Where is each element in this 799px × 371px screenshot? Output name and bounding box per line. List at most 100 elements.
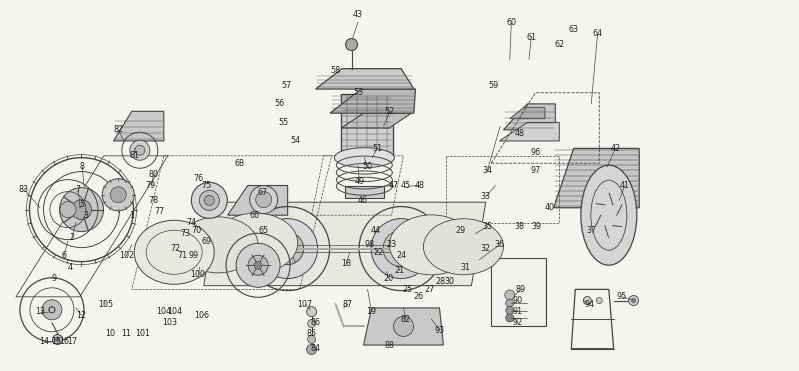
Text: 83: 83 [19, 185, 29, 194]
Text: 74: 74 [187, 218, 197, 227]
Text: 43: 43 [353, 10, 363, 19]
Circle shape [371, 219, 431, 279]
Text: 88: 88 [385, 341, 395, 349]
Text: 10: 10 [105, 329, 115, 338]
Text: 37: 37 [586, 226, 596, 234]
Text: 73: 73 [181, 229, 190, 238]
Circle shape [280, 242, 295, 256]
Text: 5: 5 [80, 200, 85, 209]
Text: 16: 16 [59, 337, 69, 346]
Text: 93: 93 [435, 326, 444, 335]
Text: 104: 104 [167, 307, 181, 316]
Circle shape [631, 299, 636, 302]
Circle shape [308, 319, 316, 328]
Text: 97: 97 [531, 166, 540, 175]
Circle shape [256, 191, 272, 208]
Circle shape [596, 298, 602, 303]
Text: 30: 30 [445, 278, 455, 286]
Circle shape [272, 233, 304, 265]
Text: 17: 17 [67, 337, 77, 346]
Text: 7: 7 [76, 185, 81, 194]
Text: 27: 27 [425, 285, 435, 294]
Ellipse shape [423, 219, 503, 275]
Text: 95: 95 [617, 292, 626, 301]
Text: 8: 8 [80, 162, 85, 171]
Circle shape [236, 243, 280, 287]
Text: 87: 87 [343, 300, 352, 309]
Polygon shape [510, 108, 545, 119]
Polygon shape [316, 69, 414, 89]
Circle shape [374, 244, 384, 253]
Text: 28: 28 [435, 278, 445, 286]
Text: 91: 91 [513, 307, 523, 316]
Text: 75: 75 [201, 181, 211, 190]
Circle shape [55, 338, 60, 341]
Text: 11: 11 [121, 329, 131, 338]
Circle shape [135, 145, 145, 155]
Text: 107: 107 [298, 300, 312, 309]
Text: 24: 24 [396, 252, 406, 260]
Polygon shape [228, 186, 288, 215]
Text: 65: 65 [259, 226, 268, 234]
Text: 58: 58 [331, 66, 340, 75]
Text: 67: 67 [257, 188, 267, 197]
Text: 71: 71 [177, 252, 187, 260]
Text: 47: 47 [389, 181, 399, 190]
Polygon shape [554, 148, 639, 208]
Text: 82: 82 [113, 125, 123, 134]
Ellipse shape [334, 148, 395, 168]
Circle shape [110, 187, 126, 203]
Circle shape [506, 314, 514, 322]
Text: 1: 1 [129, 211, 134, 220]
Circle shape [393, 316, 414, 336]
Circle shape [199, 190, 220, 210]
Ellipse shape [178, 217, 258, 273]
Text: 15: 15 [51, 337, 61, 346]
Polygon shape [330, 89, 415, 113]
Text: 36: 36 [495, 240, 504, 249]
Text: 34: 34 [483, 166, 492, 175]
Text: 100: 100 [191, 270, 205, 279]
Text: 22: 22 [374, 248, 384, 257]
Circle shape [505, 290, 515, 300]
Circle shape [191, 182, 228, 219]
Circle shape [307, 345, 316, 354]
Text: 6: 6 [62, 252, 66, 260]
Text: 2: 2 [70, 233, 74, 242]
Text: 18: 18 [341, 259, 351, 268]
Text: 23: 23 [387, 240, 396, 249]
Text: 26: 26 [414, 292, 423, 301]
Text: 90: 90 [513, 296, 523, 305]
Text: 62: 62 [555, 40, 564, 49]
Text: 72: 72 [171, 244, 181, 253]
Text: 76: 76 [193, 174, 203, 183]
Text: 35: 35 [483, 222, 492, 231]
Circle shape [60, 201, 76, 218]
Circle shape [506, 299, 514, 307]
Text: 89: 89 [516, 285, 526, 294]
Text: 84: 84 [311, 344, 320, 353]
Text: 85: 85 [307, 329, 316, 338]
Text: 101: 101 [135, 329, 149, 338]
Text: 70: 70 [192, 226, 201, 234]
Text: 41: 41 [620, 181, 630, 190]
Text: 61: 61 [527, 33, 536, 42]
Circle shape [506, 306, 514, 315]
Text: 53: 53 [353, 88, 363, 97]
Circle shape [42, 300, 62, 320]
Polygon shape [341, 113, 411, 128]
Text: 14: 14 [39, 337, 49, 346]
Text: 9: 9 [52, 274, 57, 283]
Circle shape [418, 244, 428, 253]
Circle shape [393, 240, 409, 257]
Text: 21: 21 [395, 266, 404, 275]
Text: 20: 20 [384, 274, 393, 283]
Circle shape [396, 266, 406, 276]
Text: 19: 19 [367, 307, 376, 316]
Polygon shape [113, 111, 164, 141]
Circle shape [383, 230, 419, 267]
Polygon shape [204, 202, 486, 286]
Text: 32: 32 [481, 244, 491, 253]
Circle shape [629, 296, 638, 305]
Text: 94: 94 [585, 300, 594, 309]
